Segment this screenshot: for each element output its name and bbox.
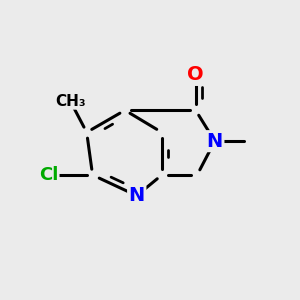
Text: CH₃: CH₃ — [55, 94, 86, 109]
Text: Cl: Cl — [39, 166, 58, 184]
Text: O: O — [187, 65, 204, 84]
Text: N: N — [207, 132, 223, 151]
Text: N: N — [129, 186, 145, 205]
